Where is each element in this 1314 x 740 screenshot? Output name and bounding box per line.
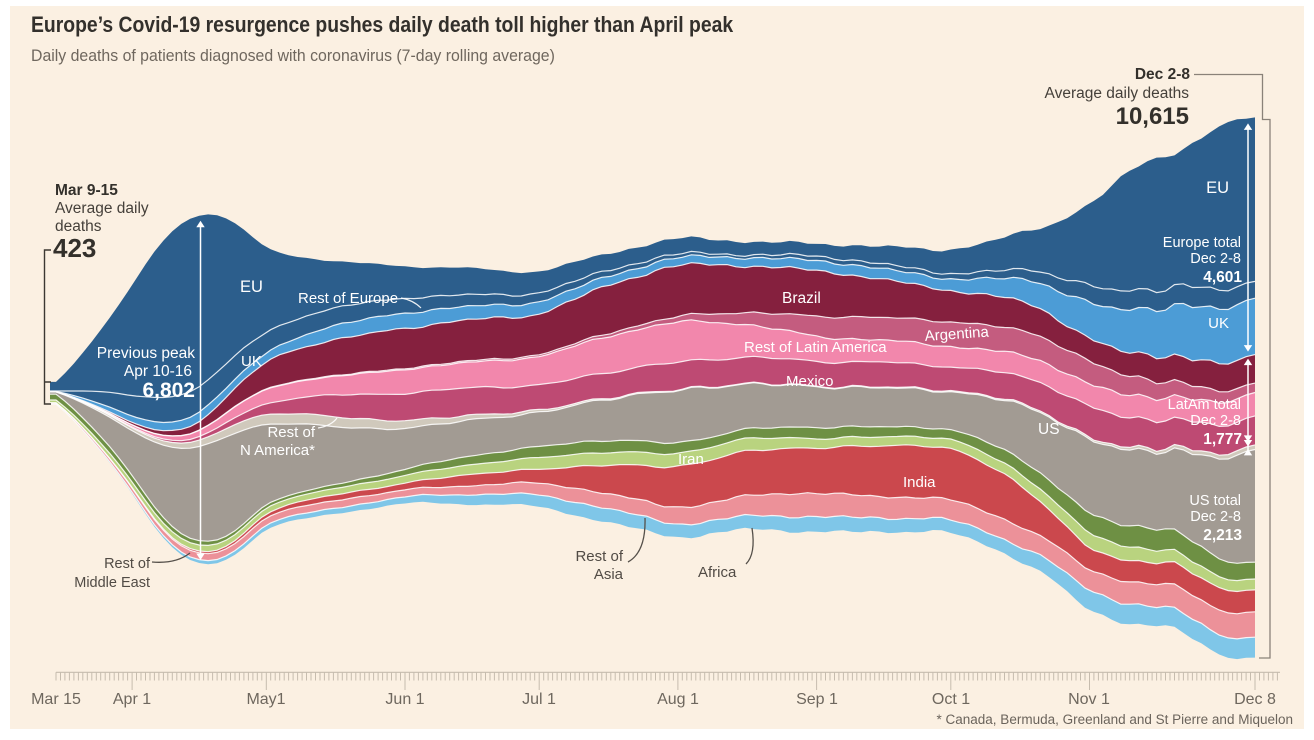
svg-text:Apr 10-16: Apr 10-16: [124, 363, 192, 380]
svg-text:Mexico: Mexico: [786, 373, 834, 390]
svg-text:LatAm total: LatAm total: [1168, 397, 1241, 413]
svg-text:UK: UK: [1208, 315, 1229, 332]
svg-text:US total: US total: [1189, 493, 1241, 509]
svg-text:Aug 1: Aug 1: [657, 691, 699, 708]
svg-text:Dec 2-8: Dec 2-8: [1190, 251, 1241, 267]
svg-text:Sep 1: Sep 1: [796, 691, 838, 708]
svg-text:Mar 15: Mar 15: [31, 691, 81, 708]
svg-text:Rest of: Rest of: [104, 556, 151, 572]
svg-text:Argentina: Argentina: [924, 324, 990, 345]
svg-text:Mar 9-15: Mar 9-15: [55, 182, 118, 199]
svg-text:423: 423: [53, 233, 96, 263]
svg-text:Jun 1: Jun 1: [385, 691, 424, 708]
svg-text:May1: May1: [246, 691, 285, 708]
svg-text:Rest of Latin America: Rest of Latin America: [744, 339, 887, 356]
svg-text:Middle East: Middle East: [74, 575, 150, 591]
svg-text:2,213: 2,213: [1203, 527, 1242, 544]
svg-text:Europe total: Europe total: [1163, 235, 1241, 251]
svg-text:4,601: 4,601: [1203, 269, 1242, 286]
svg-text:Brazil: Brazil: [782, 290, 821, 307]
svg-text:Rest of: Rest of: [267, 424, 315, 441]
svg-text:10,615: 10,615: [1116, 103, 1189, 130]
svg-text:Apr 1: Apr 1: [113, 691, 151, 708]
svg-text:EU: EU: [240, 278, 263, 296]
svg-text:6,802: 6,802: [142, 379, 195, 402]
svg-text:Previous peak: Previous peak: [97, 345, 195, 362]
svg-text:Dec 2-8: Dec 2-8: [1135, 66, 1191, 83]
svg-text:N America*: N America*: [240, 442, 315, 459]
svg-text:Oct 1: Oct 1: [932, 691, 970, 708]
svg-text:UK: UK: [241, 353, 262, 370]
svg-text:Dec 2-8: Dec 2-8: [1190, 509, 1241, 525]
svg-text:Rest of Europe: Rest of Europe: [298, 290, 398, 307]
svg-text:deaths: deaths: [55, 218, 102, 235]
svg-text:Average daily: Average daily: [55, 200, 149, 217]
svg-text:Nov 1: Nov 1: [1068, 691, 1110, 708]
svg-text:Jul 1: Jul 1: [522, 691, 556, 708]
svg-text:Average daily deaths: Average daily deaths: [1045, 85, 1190, 102]
svg-text:US: US: [1038, 421, 1060, 438]
svg-text:Africa: Africa: [698, 564, 737, 581]
svg-text:Iran: Iran: [678, 451, 704, 468]
svg-text:EU: EU: [1206, 179, 1229, 197]
svg-text:Rest of: Rest of: [575, 548, 623, 565]
svg-text:Asia: Asia: [594, 566, 624, 583]
svg-text:India: India: [903, 474, 936, 491]
svg-text:Dec 8: Dec 8: [1234, 691, 1276, 708]
svg-text:* Canada, Bermuda, Greenland a: * Canada, Bermuda, Greenland and St Pier…: [937, 712, 1293, 727]
svg-text:1,777: 1,777: [1203, 431, 1242, 448]
svg-text:Dec 2-8: Dec 2-8: [1190, 413, 1241, 429]
